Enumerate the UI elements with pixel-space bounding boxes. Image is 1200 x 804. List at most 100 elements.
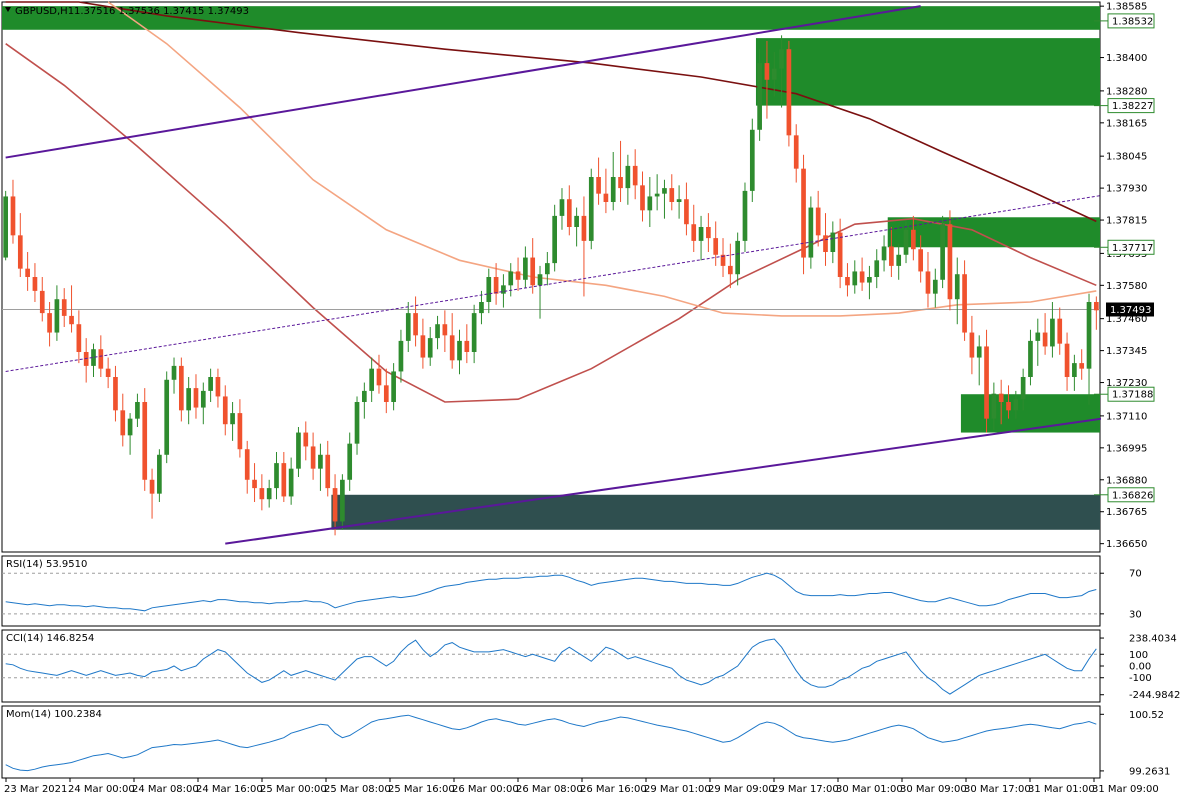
candle-body[interactable] (193, 388, 199, 408)
candle-body[interactable] (281, 463, 287, 497)
candle-body[interactable] (523, 257, 528, 280)
candle-body[interactable] (303, 432, 309, 447)
candle-body[interactable] (559, 199, 565, 216)
candle-body[interactable] (925, 271, 931, 294)
candle-body[interactable] (391, 371, 396, 402)
candle-body[interactable] (1086, 302, 1092, 369)
candle-body[interactable] (32, 277, 38, 291)
candle-body[interactable] (325, 454, 331, 489)
candle-body[interactable] (1006, 402, 1011, 411)
level-label-box[interactable] (1107, 13, 1155, 29)
candle-body[interactable] (889, 246, 894, 266)
candle-body[interactable] (581, 215, 587, 241)
candle-body[interactable] (69, 315, 74, 325)
candle-body[interactable] (149, 479, 155, 494)
candle-body[interactable] (544, 263, 550, 275)
candle-body[interactable] (691, 224, 697, 241)
candle-body[interactable] (808, 207, 814, 258)
trendline[interactable] (225, 403, 1199, 545)
candle-body[interactable] (852, 271, 858, 286)
candle-body[interactable] (618, 177, 623, 189)
candle-body[interactable] (874, 260, 880, 277)
candle-body[interactable] (47, 313, 52, 333)
rsi-panel[interactable]: RSI(14) 53.9510 70 30 (1, 555, 1142, 627)
candle-body[interactable] (640, 185, 645, 211)
candle-body[interactable] (501, 285, 506, 294)
candle-body[interactable] (435, 324, 440, 339)
trendline[interactable] (5, 179, 1199, 372)
candle-body[interactable] (208, 377, 213, 391)
candle-body[interactable] (991, 393, 997, 419)
candle-body[interactable] (896, 254, 902, 266)
candle-body[interactable] (54, 299, 60, 333)
candle-body[interactable] (588, 177, 594, 241)
candle-body[interactable] (727, 265, 733, 275)
candle-body[interactable] (918, 249, 924, 272)
candle-body[interactable] (10, 196, 16, 236)
candle-body[interactable] (998, 393, 1004, 402)
candle-body[interactable] (113, 377, 118, 411)
candle-body[interactable] (200, 390, 206, 408)
candle-body[interactable] (266, 488, 272, 500)
candle-body[interactable] (969, 332, 975, 358)
candle-body[interactable] (493, 277, 499, 294)
candle-body[interactable] (420, 335, 426, 358)
level-label-box[interactable] (1107, 98, 1155, 114)
mom-panel[interactable]: Mom(14) 100.2384 100.52 99.2631 (1, 705, 1170, 779)
candle-body[interactable] (215, 377, 221, 397)
candle-body[interactable] (464, 340, 470, 352)
candle-body[interactable] (552, 215, 558, 264)
candle-body[interactable] (354, 402, 360, 444)
zone-rect[interactable] (960, 394, 1100, 433)
zone-rect[interactable] (755, 38, 1100, 106)
candle-body[interactable] (676, 199, 682, 202)
candle-body[interactable] (274, 463, 279, 489)
candle-body[interactable] (127, 418, 133, 436)
candle-body[interactable] (662, 188, 667, 194)
candle-body[interactable] (120, 410, 126, 436)
candle-body[interactable] (713, 238, 719, 255)
candle-body[interactable] (910, 229, 916, 250)
candle-body[interactable] (779, 49, 784, 69)
candle-body[interactable] (815, 207, 821, 236)
candle-body[interactable] (361, 390, 367, 402)
candle-body[interactable] (530, 257, 536, 286)
candle-body[interactable] (881, 246, 887, 261)
candle-body[interactable] (1057, 318, 1063, 344)
candle-body[interactable] (830, 232, 836, 252)
level-label-box[interactable] (1107, 386, 1155, 402)
candle-body[interactable] (91, 349, 96, 366)
candle-body[interactable] (1064, 343, 1070, 377)
candle-body[interactable] (157, 454, 162, 494)
candle-body[interactable] (142, 402, 148, 480)
candle-body[interactable] (625, 165, 631, 189)
candle-body[interactable] (793, 135, 799, 169)
candle-body[interactable] (413, 313, 418, 336)
candle-body[interactable] (801, 168, 806, 258)
candle-body[interactable] (347, 443, 353, 480)
zone-rect[interactable] (887, 217, 1100, 248)
candle-body[interactable] (603, 193, 609, 202)
candle-body[interactable] (669, 188, 675, 202)
candle-body[interactable] (698, 227, 704, 241)
candle-body[interactable] (1020, 377, 1026, 400)
candle-body[interactable] (230, 413, 235, 425)
zone-rect[interactable] (2, 6, 1100, 30)
candle-body[interactable] (610, 177, 616, 202)
candle-body[interactable] (940, 224, 945, 280)
candle-body[interactable] (1079, 363, 1085, 369)
candle-body[interactable] (164, 379, 170, 455)
candle-body[interactable] (954, 274, 960, 300)
candle-body[interactable] (1072, 363, 1077, 377)
candle-body[interactable] (244, 449, 250, 480)
level-label-box[interactable] (1107, 487, 1155, 503)
candle-body[interactable] (340, 479, 345, 522)
candle-body[interactable] (823, 235, 828, 252)
candle-body[interactable] (764, 63, 770, 80)
candle-body[interactable] (903, 229, 909, 255)
candle-body[interactable] (845, 277, 850, 286)
candle-body[interactable] (706, 227, 711, 239)
candle-body[interactable] (17, 235, 23, 269)
